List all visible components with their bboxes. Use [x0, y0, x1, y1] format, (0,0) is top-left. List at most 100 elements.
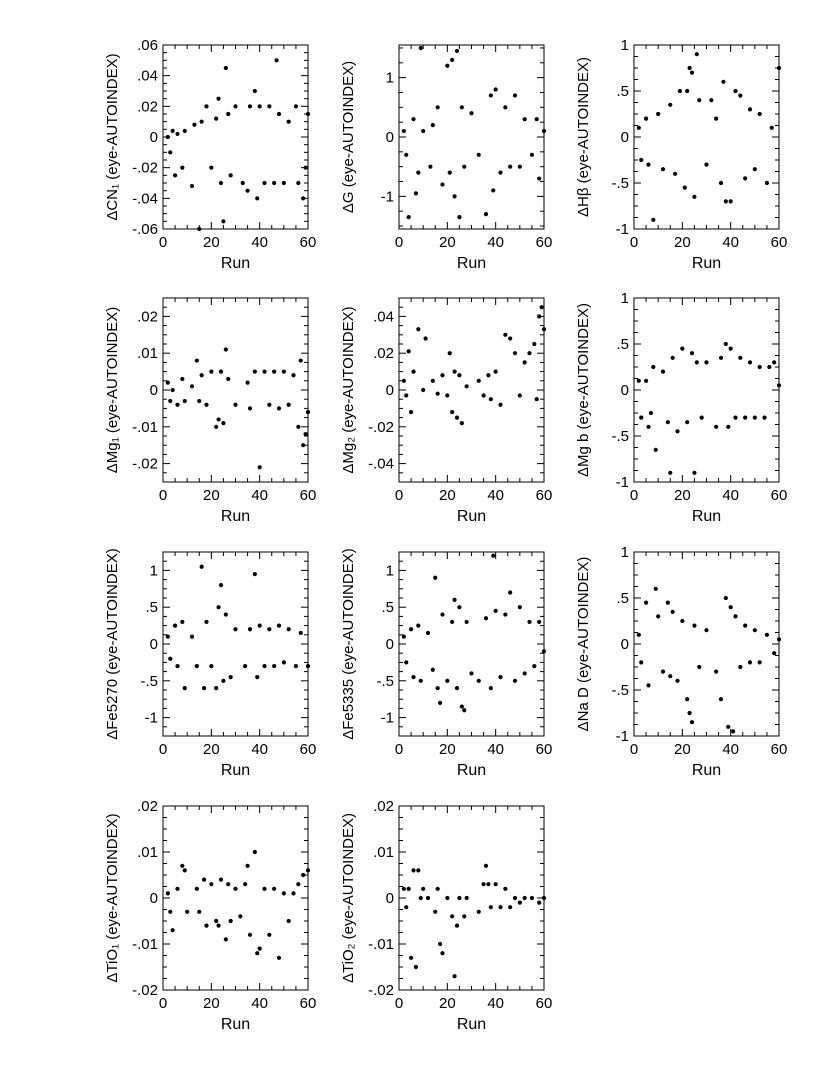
data-point: [247, 627, 253, 632]
data-point: [483, 212, 489, 217]
data-point: [454, 415, 460, 420]
x-tick-label: 20: [674, 234, 691, 251]
y-tick-label: .01: [137, 844, 158, 861]
data-point: [221, 678, 226, 683]
data-point: [747, 360, 753, 365]
x-tick-label: 0: [630, 487, 638, 504]
y-tick-label: -.02: [132, 456, 158, 473]
data-point: [226, 376, 231, 382]
plot-frame: [398, 297, 545, 483]
data-point: [223, 612, 228, 617]
data-point: [221, 421, 226, 426]
data-point: [757, 660, 762, 665]
x-tick-label: 20: [203, 234, 220, 251]
chart-panel-6: 0 20 40 60 -1 -.5 0 .5 1 Run ΔMg b (eye-AUTOINDEX): [575, 290, 787, 525]
data-point: [197, 909, 202, 914]
data-point: [493, 882, 498, 887]
data-point: [243, 882, 248, 887]
data-point: [450, 57, 455, 62]
data-point: [245, 188, 250, 193]
data-point: [199, 119, 204, 124]
x-tick-label: 0: [159, 741, 167, 758]
x-tick-label: 60: [771, 741, 788, 758]
data-point: [687, 65, 692, 71]
y-tick-label: -1: [381, 188, 394, 205]
plot-frame: [162, 44, 309, 230]
data-point: [416, 868, 421, 873]
y-tick-label: -.5: [140, 673, 158, 690]
y-tick-label: .02: [373, 798, 394, 815]
data-point: [255, 196, 260, 201]
data-point: [404, 660, 409, 665]
data-point: [714, 116, 719, 121]
x-tick-label: 60: [771, 234, 788, 251]
data-point: [165, 380, 170, 385]
data-point: [257, 946, 262, 951]
data-point: [636, 125, 641, 130]
data-point: [445, 678, 450, 683]
data-point: [192, 122, 197, 127]
data-point: [454, 686, 460, 691]
data-point: [452, 597, 457, 602]
x-tick-label: 40: [251, 487, 268, 504]
y-tick-label: -1: [616, 474, 629, 491]
data-point: [214, 116, 219, 121]
x-tick-label: 20: [439, 487, 456, 504]
data-point: [643, 378, 649, 383]
data-point: [218, 583, 224, 588]
data-point: [522, 671, 527, 676]
data-point: [488, 686, 493, 691]
data-point: [298, 630, 303, 636]
data-point: [170, 928, 175, 933]
data-point: [503, 332, 508, 337]
data-point: [694, 52, 699, 57]
y-tick-label: -.01: [368, 936, 394, 953]
data-point: [209, 369, 214, 374]
x-tick-label: 0: [159, 487, 167, 504]
y-tick-label: 0: [150, 636, 158, 653]
data-point: [267, 402, 272, 407]
y-tick-label: 0: [386, 890, 394, 907]
data-point: [204, 923, 209, 928]
data-point: [699, 415, 704, 420]
data-point: [767, 364, 772, 370]
chart-panel-11: 0 20 40 60 -.02 -.01 0 .01 .02 Run ΔTiO₂ (eye-AUTO…: [340, 798, 552, 1033]
data-point: [223, 65, 228, 71]
data-point: [660, 167, 666, 172]
x-tick-label: 60: [300, 741, 317, 758]
data-point: [262, 369, 267, 374]
data-point: [493, 608, 498, 613]
data-point: [281, 369, 286, 374]
data-point: [450, 914, 455, 919]
data-point: [694, 360, 699, 365]
data-point: [776, 637, 782, 642]
data-point: [730, 729, 736, 734]
data-point: [493, 87, 498, 92]
data-point: [204, 619, 209, 625]
data-point: [404, 152, 409, 157]
data-point: [180, 619, 185, 625]
data-point: [165, 634, 170, 639]
data-point: [413, 964, 419, 970]
data-point: [218, 180, 224, 186]
data-point: [296, 882, 301, 887]
data-point: [522, 360, 527, 365]
y-tick-label: .5: [616, 590, 629, 607]
data-point: [305, 111, 311, 117]
data-point: [660, 669, 666, 674]
data-point: [452, 194, 457, 199]
data-point: [404, 905, 409, 910]
data-point: [517, 393, 522, 398]
data-point: [421, 387, 426, 393]
chart-panel-10: 0 20 40 60 -.02 -.01 0 .01 .02 Run ΔTiO₁ (eye-AUTO…: [104, 798, 316, 1033]
data-point: [738, 93, 743, 98]
y-tick-label: -.04: [368, 456, 394, 473]
y-tick-label: -1: [381, 710, 394, 727]
plot-frame: [398, 44, 545, 230]
data-point: [643, 116, 649, 121]
x-tick-label: 20: [674, 487, 691, 504]
data-point: [255, 951, 260, 956]
data-point: [660, 369, 666, 374]
data-point: [723, 595, 728, 601]
y-tick-label: -.01: [132, 419, 158, 436]
